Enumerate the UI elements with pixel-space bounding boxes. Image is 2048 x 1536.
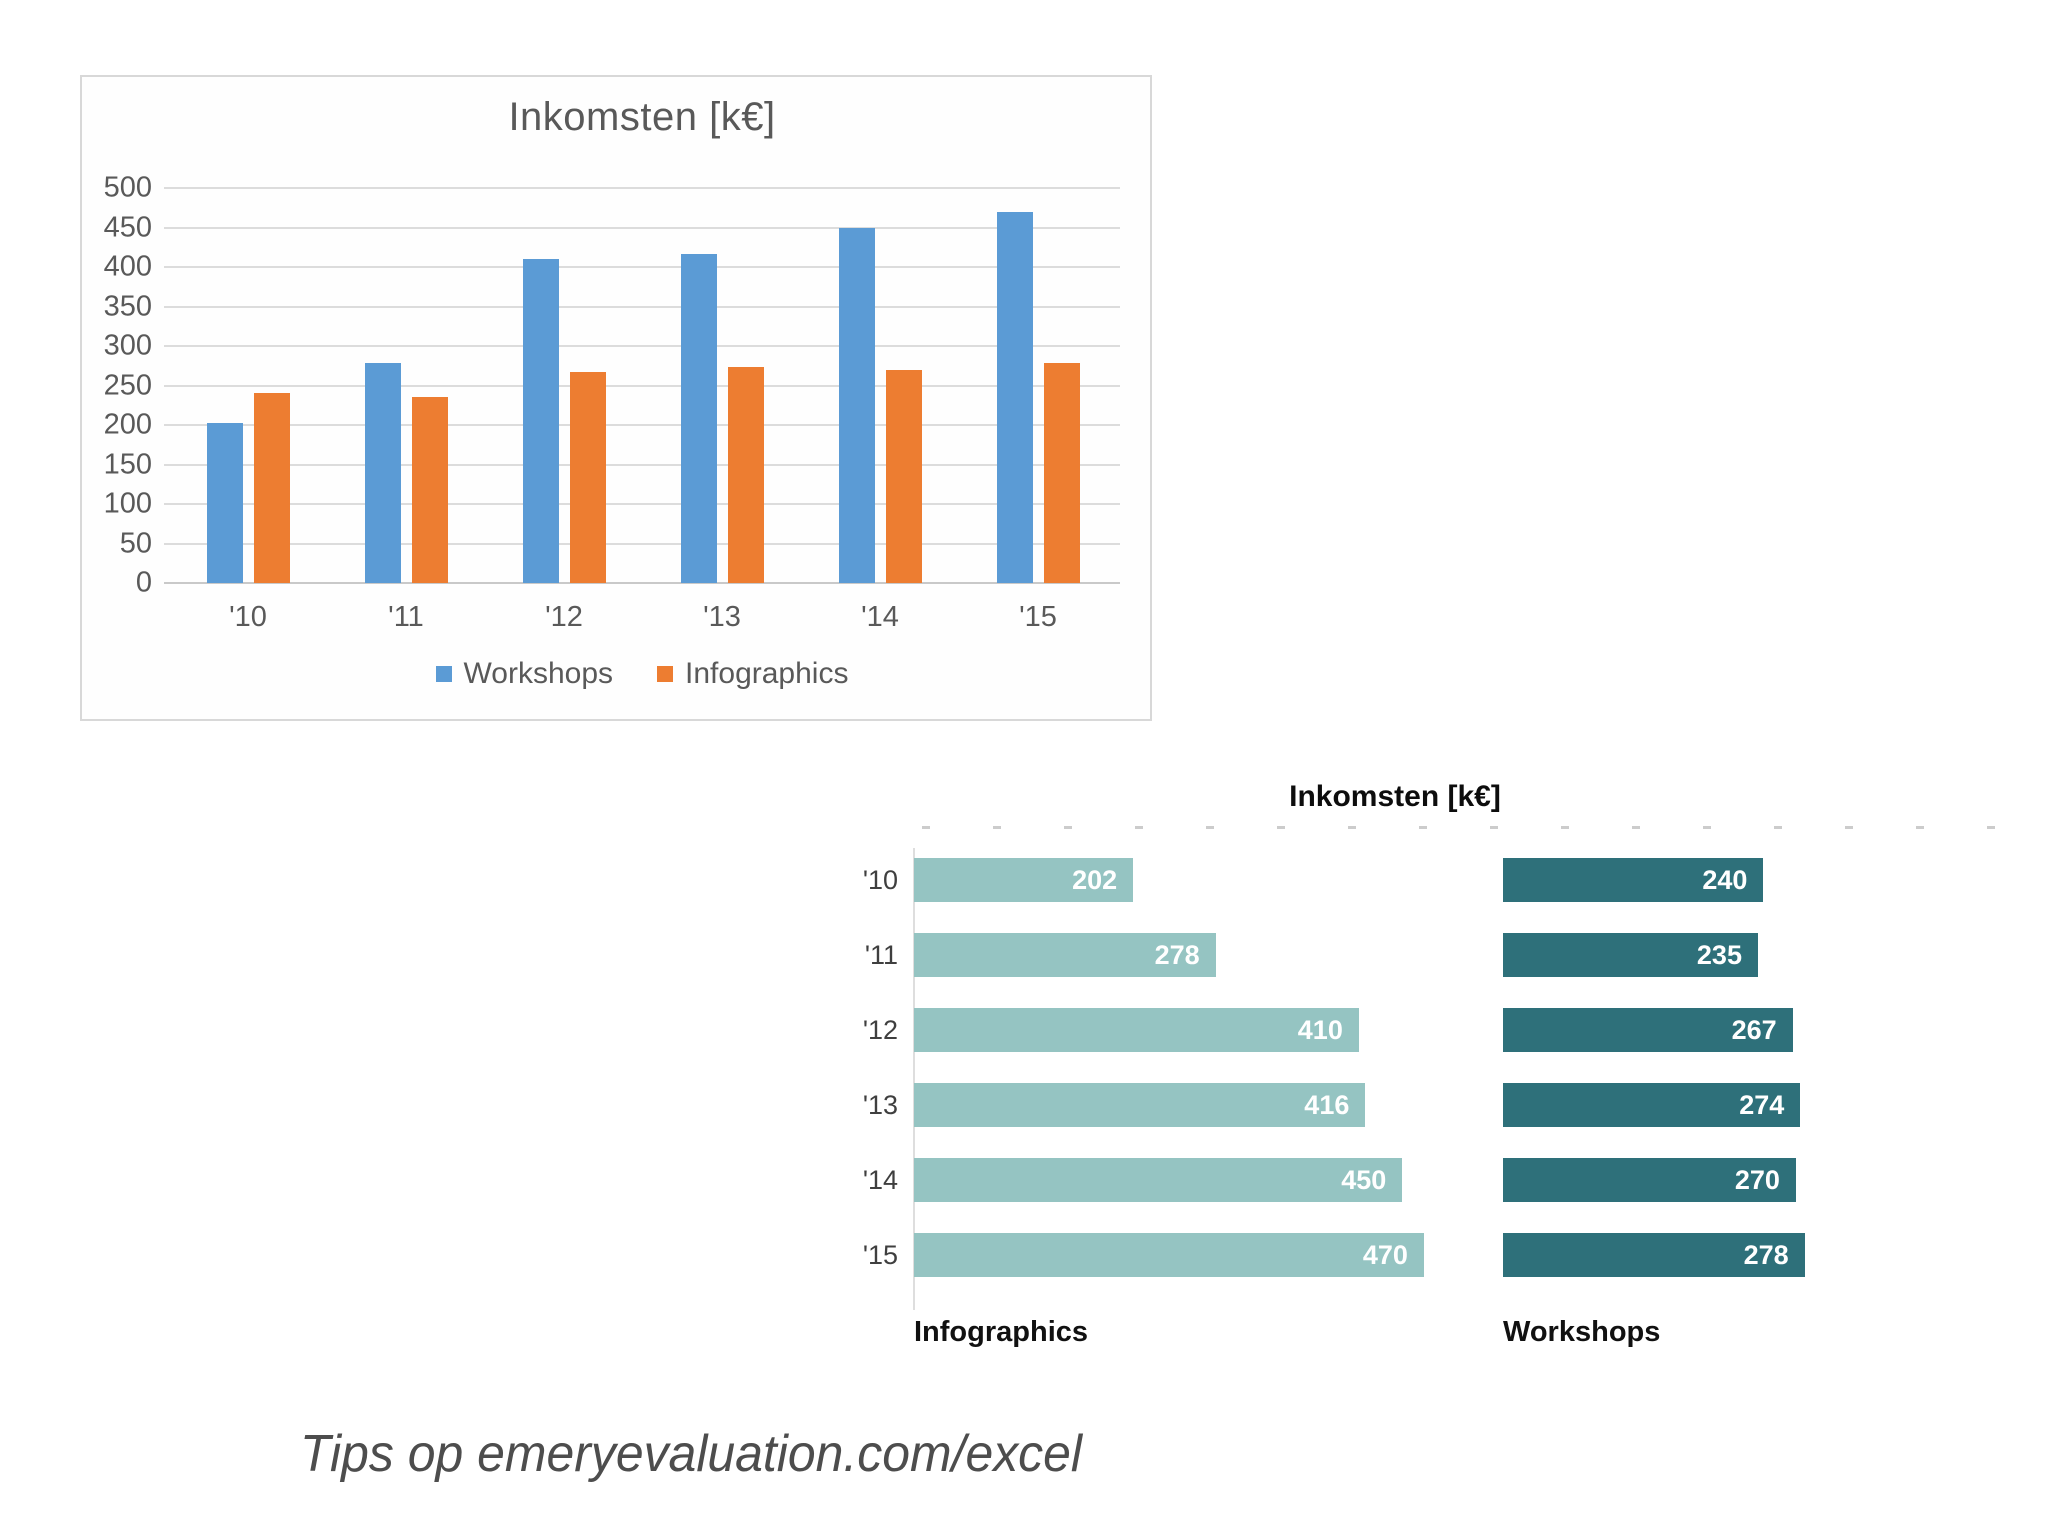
gridline-0 xyxy=(164,582,1120,584)
gridline-500 xyxy=(164,187,1120,189)
tick-mark xyxy=(1490,826,1498,829)
y-axis-label: 350 xyxy=(103,290,152,322)
gridline-200 xyxy=(164,424,1120,426)
bar-infographics-'11 xyxy=(411,397,448,583)
legend-item-workshops: Workshops xyxy=(435,657,614,691)
tick-mark xyxy=(1916,826,1924,829)
bar-workshops-'10: 240 xyxy=(1503,858,1764,902)
gridline-150 xyxy=(164,463,1120,466)
tick-mark xyxy=(1348,826,1356,829)
y-axis-label: 300 xyxy=(103,329,152,362)
tick-mark xyxy=(1135,826,1143,829)
legend-label: Infographics xyxy=(685,657,849,690)
plot-area: 0 50 100 150 200 250 300 350 400 450 500 '10 '11 '12 '… xyxy=(82,77,1150,719)
chart-legend: Workshops Infographics xyxy=(164,657,1120,691)
bar-infographics-'10 xyxy=(253,393,290,583)
chart-title: Inkomsten [k€] xyxy=(1289,780,1501,813)
tick-mark xyxy=(1845,826,1853,829)
bar-infographics-'12 xyxy=(569,372,606,583)
row-year-label: '15 xyxy=(862,1240,898,1270)
y-axis-label: 250 xyxy=(103,369,152,401)
y-axis-label: 50 xyxy=(119,527,152,559)
tick-mark xyxy=(1064,826,1072,829)
x-axis-label: '10 xyxy=(229,601,267,633)
tick-mark xyxy=(1419,826,1427,829)
tick-mark xyxy=(1206,826,1214,829)
bar-workshops-'14 xyxy=(838,227,875,583)
gridline-50 xyxy=(164,542,1120,545)
bar-infographics-'13 xyxy=(727,366,764,583)
bar-infographics-'12: 410 xyxy=(914,1008,1359,1052)
row-year-label: '10 xyxy=(862,865,898,895)
tick-mark xyxy=(922,826,930,829)
tick-mark xyxy=(1632,826,1640,829)
row-year-label: '12 xyxy=(862,1015,898,1045)
bar-infographics-'10: 202 xyxy=(914,858,1134,902)
row-year-label: '11 xyxy=(864,940,898,970)
bar-workshops-'13 xyxy=(680,254,717,583)
gridline-400 xyxy=(164,266,1120,268)
y-axis-label: 100 xyxy=(103,487,152,520)
gridline-350 xyxy=(164,305,1120,308)
legend-marker-workshops xyxy=(435,666,452,682)
bar-workshops-'10 xyxy=(206,423,243,583)
y-axis-label: 450 xyxy=(103,211,152,243)
y-axis-label: 500 xyxy=(103,171,152,204)
y-axis-label: 400 xyxy=(103,250,152,283)
y-axis-label: 0 xyxy=(135,566,152,599)
bar-workshops-'13: 274 xyxy=(1503,1083,1801,1127)
gridline-250 xyxy=(164,384,1120,387)
x-axis-label: '11 xyxy=(388,601,424,633)
bar-workshops-'12 xyxy=(522,259,559,583)
bar-infographics-'15 xyxy=(1043,363,1080,583)
legend-item-infographics: Infographics xyxy=(657,657,848,691)
y-axis-label: 150 xyxy=(103,448,152,480)
row-year-label: '14 xyxy=(862,1165,898,1195)
series-label-infographics: Infographics xyxy=(914,1316,1089,1348)
bar-workshops-'12: 267 xyxy=(1503,1008,1793,1052)
x-axis-label: '14 xyxy=(861,601,899,633)
bar-infographics-'14: 450 xyxy=(914,1158,1403,1202)
chart-title: Inkomsten [k€] xyxy=(508,95,776,139)
gridline-300 xyxy=(164,345,1120,347)
category-axis-line xyxy=(913,848,915,1310)
tick-mark xyxy=(1277,826,1285,829)
tick-mark xyxy=(1774,826,1782,829)
tick-mark xyxy=(1561,826,1569,829)
excel-clustered-column-chart: Inkomsten [k€] 0 50 100 150 200 250 300 350 400 4… xyxy=(80,75,1152,721)
gridline-450 xyxy=(164,226,1120,229)
x-axis-label: '12 xyxy=(545,601,583,633)
legend-label: Workshops xyxy=(463,657,614,690)
bar-workshops-'15 xyxy=(996,211,1033,583)
bar-infographics-'14 xyxy=(885,369,922,583)
bar-workshops-'11 xyxy=(364,363,401,583)
bar-infographics-'11: 278 xyxy=(914,933,1216,977)
bar-workshops-'15: 278 xyxy=(1503,1233,1805,1277)
tick-mark xyxy=(1987,826,1995,829)
bar-infographics-'13: 416 xyxy=(914,1083,1366,1127)
x-axis-label: '15 xyxy=(1019,601,1057,633)
y-axis-label: 200 xyxy=(103,408,152,441)
tick-mark xyxy=(993,826,1001,829)
row-year-label: '13 xyxy=(862,1090,898,1120)
gridline-100 xyxy=(164,503,1120,505)
legend-marker-infographics xyxy=(657,666,674,682)
bar-infographics-'15: 470 xyxy=(914,1233,1424,1277)
bar-workshops-'11: 235 xyxy=(1503,933,1758,977)
bar-workshops-'14: 270 xyxy=(1503,1158,1796,1202)
tick-mark xyxy=(1703,826,1711,829)
x-axis-label: '13 xyxy=(703,601,741,633)
tips-caption: Tips op emeryevaluation.com/excel xyxy=(300,1425,1083,1483)
series-label-workshops: Workshops xyxy=(1503,1316,1661,1348)
